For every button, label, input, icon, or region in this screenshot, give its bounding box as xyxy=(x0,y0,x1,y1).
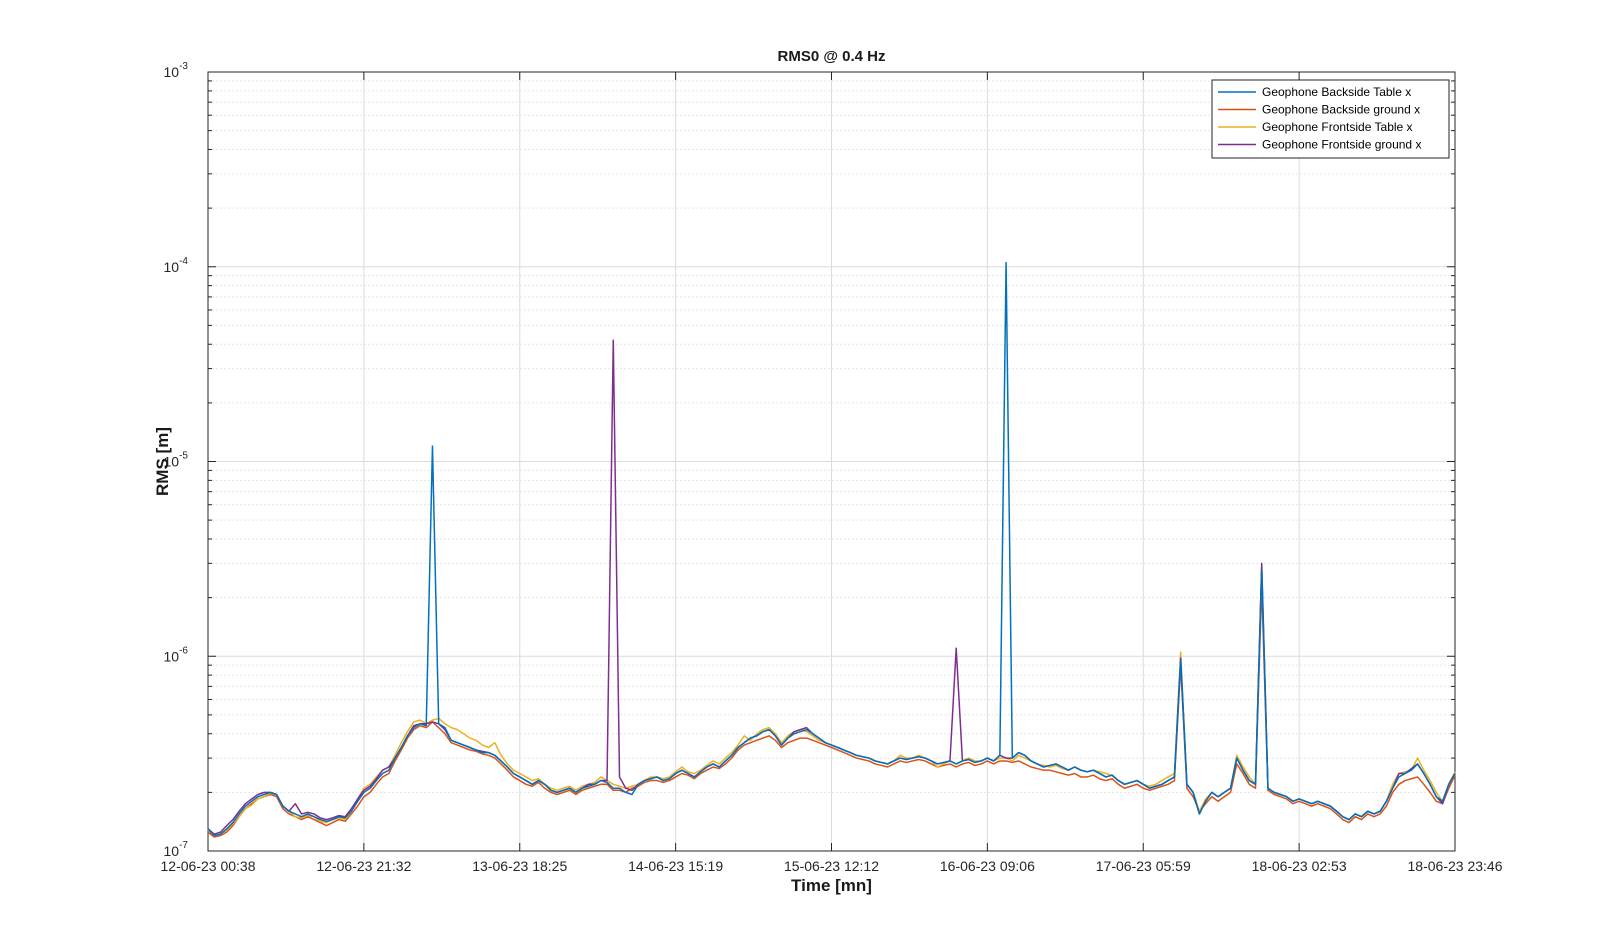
y-tick-exponent: -4 xyxy=(179,256,188,267)
x-tick-label: 18-06-23 02:53 xyxy=(1252,858,1347,874)
legend-label-2: Geophone Backside ground x xyxy=(1262,103,1420,117)
x-tick-label: 15-06-23 12:12 xyxy=(784,858,879,874)
legend-label-1: Geophone Backside Table x xyxy=(1262,85,1411,99)
x-tick-label: 13-06-23 18:25 xyxy=(472,858,567,874)
y-tick-exponent: -7 xyxy=(179,840,188,851)
axis-ticks: 10-710-610-510-410-312-06-23 00:38 12-06-… xyxy=(161,61,1503,874)
y-tick-exponent: -6 xyxy=(179,645,188,656)
y-axis-label: RMS [m] xyxy=(153,427,172,496)
legend-label-3: Geophone Frontside Table x xyxy=(1262,120,1413,134)
legend: Geophone Backside Table x Geophone Backsi… xyxy=(1211,79,1450,159)
x-tick-label: 12-06-23 21:32 xyxy=(316,858,411,874)
y-tick-exponent: -5 xyxy=(179,451,188,462)
grid xyxy=(207,71,1456,852)
chart-title: RMS0 @ 0.4 Hz xyxy=(778,48,886,65)
series-line-2 xyxy=(207,585,1456,838)
x-tick-label: 16-06-23 09:06 xyxy=(940,858,1035,874)
legend-label-4: Geophone Frontside ground x xyxy=(1262,138,1421,152)
x-axis-label: Time [mn] xyxy=(791,876,872,895)
x-tick-label: 17-06-23 05:59 xyxy=(1096,858,1191,874)
x-tick-label: 14-06-23 15:19 xyxy=(628,858,723,874)
series-line-1 xyxy=(207,261,1456,837)
x-tick-label: 18-06-23 23:46 xyxy=(1408,858,1503,874)
x-tick-label: 12-06-23 00:38 xyxy=(161,858,256,874)
series-lines xyxy=(207,261,1456,838)
y-tick-exponent: -3 xyxy=(179,61,188,72)
